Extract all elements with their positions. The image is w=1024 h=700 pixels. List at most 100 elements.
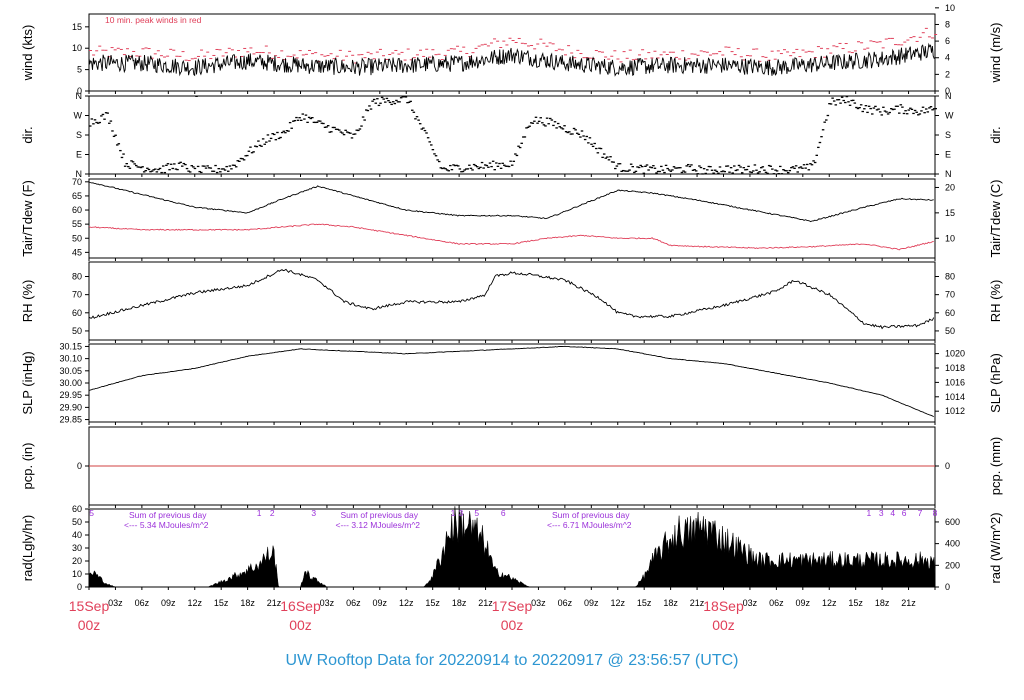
temp-ltick-label: 50 xyxy=(72,233,82,243)
dir-ltick-label: E xyxy=(76,150,82,160)
rh-ltick-label: 50 xyxy=(72,326,82,336)
rad-annotation-value: <--- 5.34 MJoules/m^2 xyxy=(124,520,209,530)
hour-tick-label: 21z xyxy=(901,598,916,608)
slp-rtick-label: 1012 xyxy=(945,406,965,416)
hour-tick-label: 03z xyxy=(531,598,546,608)
slp-ltick-label: 29.90 xyxy=(59,402,82,412)
rad-ltick-label: 20 xyxy=(72,556,82,566)
wind-ltick-label: 10 xyxy=(72,43,82,53)
day-hour-label: 00z xyxy=(289,617,312,633)
day-label: 16Sep xyxy=(280,598,321,614)
wind-ltick-label: 15 xyxy=(72,22,82,32)
rad-hour-mark: 5 xyxy=(474,508,479,518)
rad-hour-mark: 6 xyxy=(902,508,907,518)
pcp-rtick-label: 0 xyxy=(945,461,950,471)
temp-series-1 xyxy=(88,223,934,251)
slp-rtick-label: 1018 xyxy=(945,363,965,373)
hour-tick-label: 21z xyxy=(690,598,705,608)
hour-tick-label: 15z xyxy=(848,598,863,608)
slp-ltick-label: 29.95 xyxy=(59,390,82,400)
wind-rtick-label: 0 xyxy=(945,86,950,96)
temp-ltick-label: 70 xyxy=(72,177,82,187)
day-hour-label: 00z xyxy=(78,617,101,633)
rh-ltick-label: 60 xyxy=(72,308,82,318)
rad-hour-mark: 1 xyxy=(867,508,872,518)
hour-tick-label: 18z xyxy=(663,598,678,608)
rad-hour-mark: 3 xyxy=(459,508,464,518)
wind-frame xyxy=(88,13,936,92)
slp-ltick-label: 29.85 xyxy=(59,415,82,425)
pcp-ylabel-right: pcp. (mm) xyxy=(988,437,1003,496)
rad-rtick-label: 600 xyxy=(945,517,960,527)
hour-tick-label: 15z xyxy=(214,598,229,608)
hour-tick-label: 18z xyxy=(240,598,255,608)
slp-frame xyxy=(88,343,936,423)
hour-tick-label: 18z xyxy=(875,598,890,608)
panel-rad: rad(Lgly/hr) rad (W/m^2)01020304050600200… xyxy=(20,504,1003,592)
hour-tick-label: 03z xyxy=(743,598,758,608)
wind-rtick-label: 6 xyxy=(945,36,950,46)
rad-hour-mark: 2 xyxy=(270,508,275,518)
hour-tick-label: 18z xyxy=(452,598,467,608)
slp-ylabel-left: SLP (inHg) xyxy=(20,351,35,414)
rh-rtick-label: 70 xyxy=(945,290,955,300)
hour-tick-label: 06z xyxy=(135,598,150,608)
hour-tick-label: 12z xyxy=(399,598,414,608)
rad-hour-mark: 1 xyxy=(257,508,262,518)
slp-ltick-label: 30.00 xyxy=(59,378,82,388)
rad-annotation-value: <--- 6.71 MJoules/m^2 xyxy=(547,520,632,530)
rad-annotation-value: <--- 3.12 MJoules/m^2 xyxy=(336,520,421,530)
slp-ltick-label: 30.05 xyxy=(59,366,82,376)
temp-frame xyxy=(88,178,936,259)
dir-ltick-label: S xyxy=(76,130,82,140)
wind-rtick-label: 10 xyxy=(945,3,955,13)
dir-rtick-label: S xyxy=(945,130,951,140)
hour-tick-label: 21z xyxy=(478,598,493,608)
dir-rtick-label: N xyxy=(945,169,952,179)
hour-tick-label: 15z xyxy=(637,598,652,608)
hour-tick-label: 06z xyxy=(558,598,573,608)
temp-ltick-label: 60 xyxy=(72,205,82,215)
temp-rtick-label: 10 xyxy=(945,233,955,243)
hour-tick-label: 06z xyxy=(346,598,361,608)
rad-rtick-label: 200 xyxy=(945,560,960,570)
hour-tick-label: 12z xyxy=(822,598,837,608)
panel-rh: RH (%) RH (%) 50 60 70 80 50 60 70 80 xyxy=(20,261,1003,343)
dir-rtick-label: N xyxy=(945,91,952,101)
slp-rtick-label: 1014 xyxy=(945,392,965,402)
rad-hour-mark: 4 xyxy=(890,508,895,518)
rad-annotation-title: Sum of previous day xyxy=(552,510,630,520)
panel-slp: SLP (inHg) SLP (hPa) 29.85 29.90 29.95 30.00 3… xyxy=(20,341,1003,425)
hour-tick-label: 03z xyxy=(108,598,123,608)
wind-series xyxy=(88,42,936,77)
hour-tick-label: 06z xyxy=(769,598,784,608)
day-hour-label: 00z xyxy=(712,617,735,633)
dir-ylabel-right: dir. xyxy=(988,126,1003,143)
slp-ltick-label: 30.15 xyxy=(59,341,82,351)
wind-ltick-label: 5 xyxy=(77,65,82,75)
rad-rtick-label: 0 xyxy=(945,582,950,592)
rad-ltick-label: 10 xyxy=(72,569,82,579)
dir-rtick-label: E xyxy=(945,150,951,160)
hour-tick-label: 12z xyxy=(610,598,625,608)
wind-annotation: 10 min. peak winds in red xyxy=(105,15,202,25)
rad-hour-mark: 3 xyxy=(311,508,316,518)
day-hour-label: 00z xyxy=(501,617,524,633)
rad-ltick-label: 0 xyxy=(77,582,82,592)
rad-annotation-title: Sum of previous day xyxy=(129,510,207,520)
rh-frame xyxy=(88,261,936,341)
dir-ltick-label: W xyxy=(74,111,83,121)
temp-ylabel-left: Tair/Tdew (F) xyxy=(20,180,35,257)
rad-annotation-title: Sum of previous day xyxy=(341,510,419,520)
temp-rtick-label: 20 xyxy=(945,182,955,192)
slp-ltick-label: 30.10 xyxy=(59,354,82,364)
hour-tick-label: 09z xyxy=(584,598,599,608)
hour-tick-label: 09z xyxy=(796,598,811,608)
slp-series-0 xyxy=(88,345,934,418)
rh-rtick-label: 60 xyxy=(945,308,955,318)
hour-tick-label: 03z xyxy=(320,598,335,608)
dir-ltick-label: N xyxy=(76,169,83,179)
temp-ltick-label: 55 xyxy=(72,219,82,229)
temp-ltick-label: 65 xyxy=(72,191,82,201)
